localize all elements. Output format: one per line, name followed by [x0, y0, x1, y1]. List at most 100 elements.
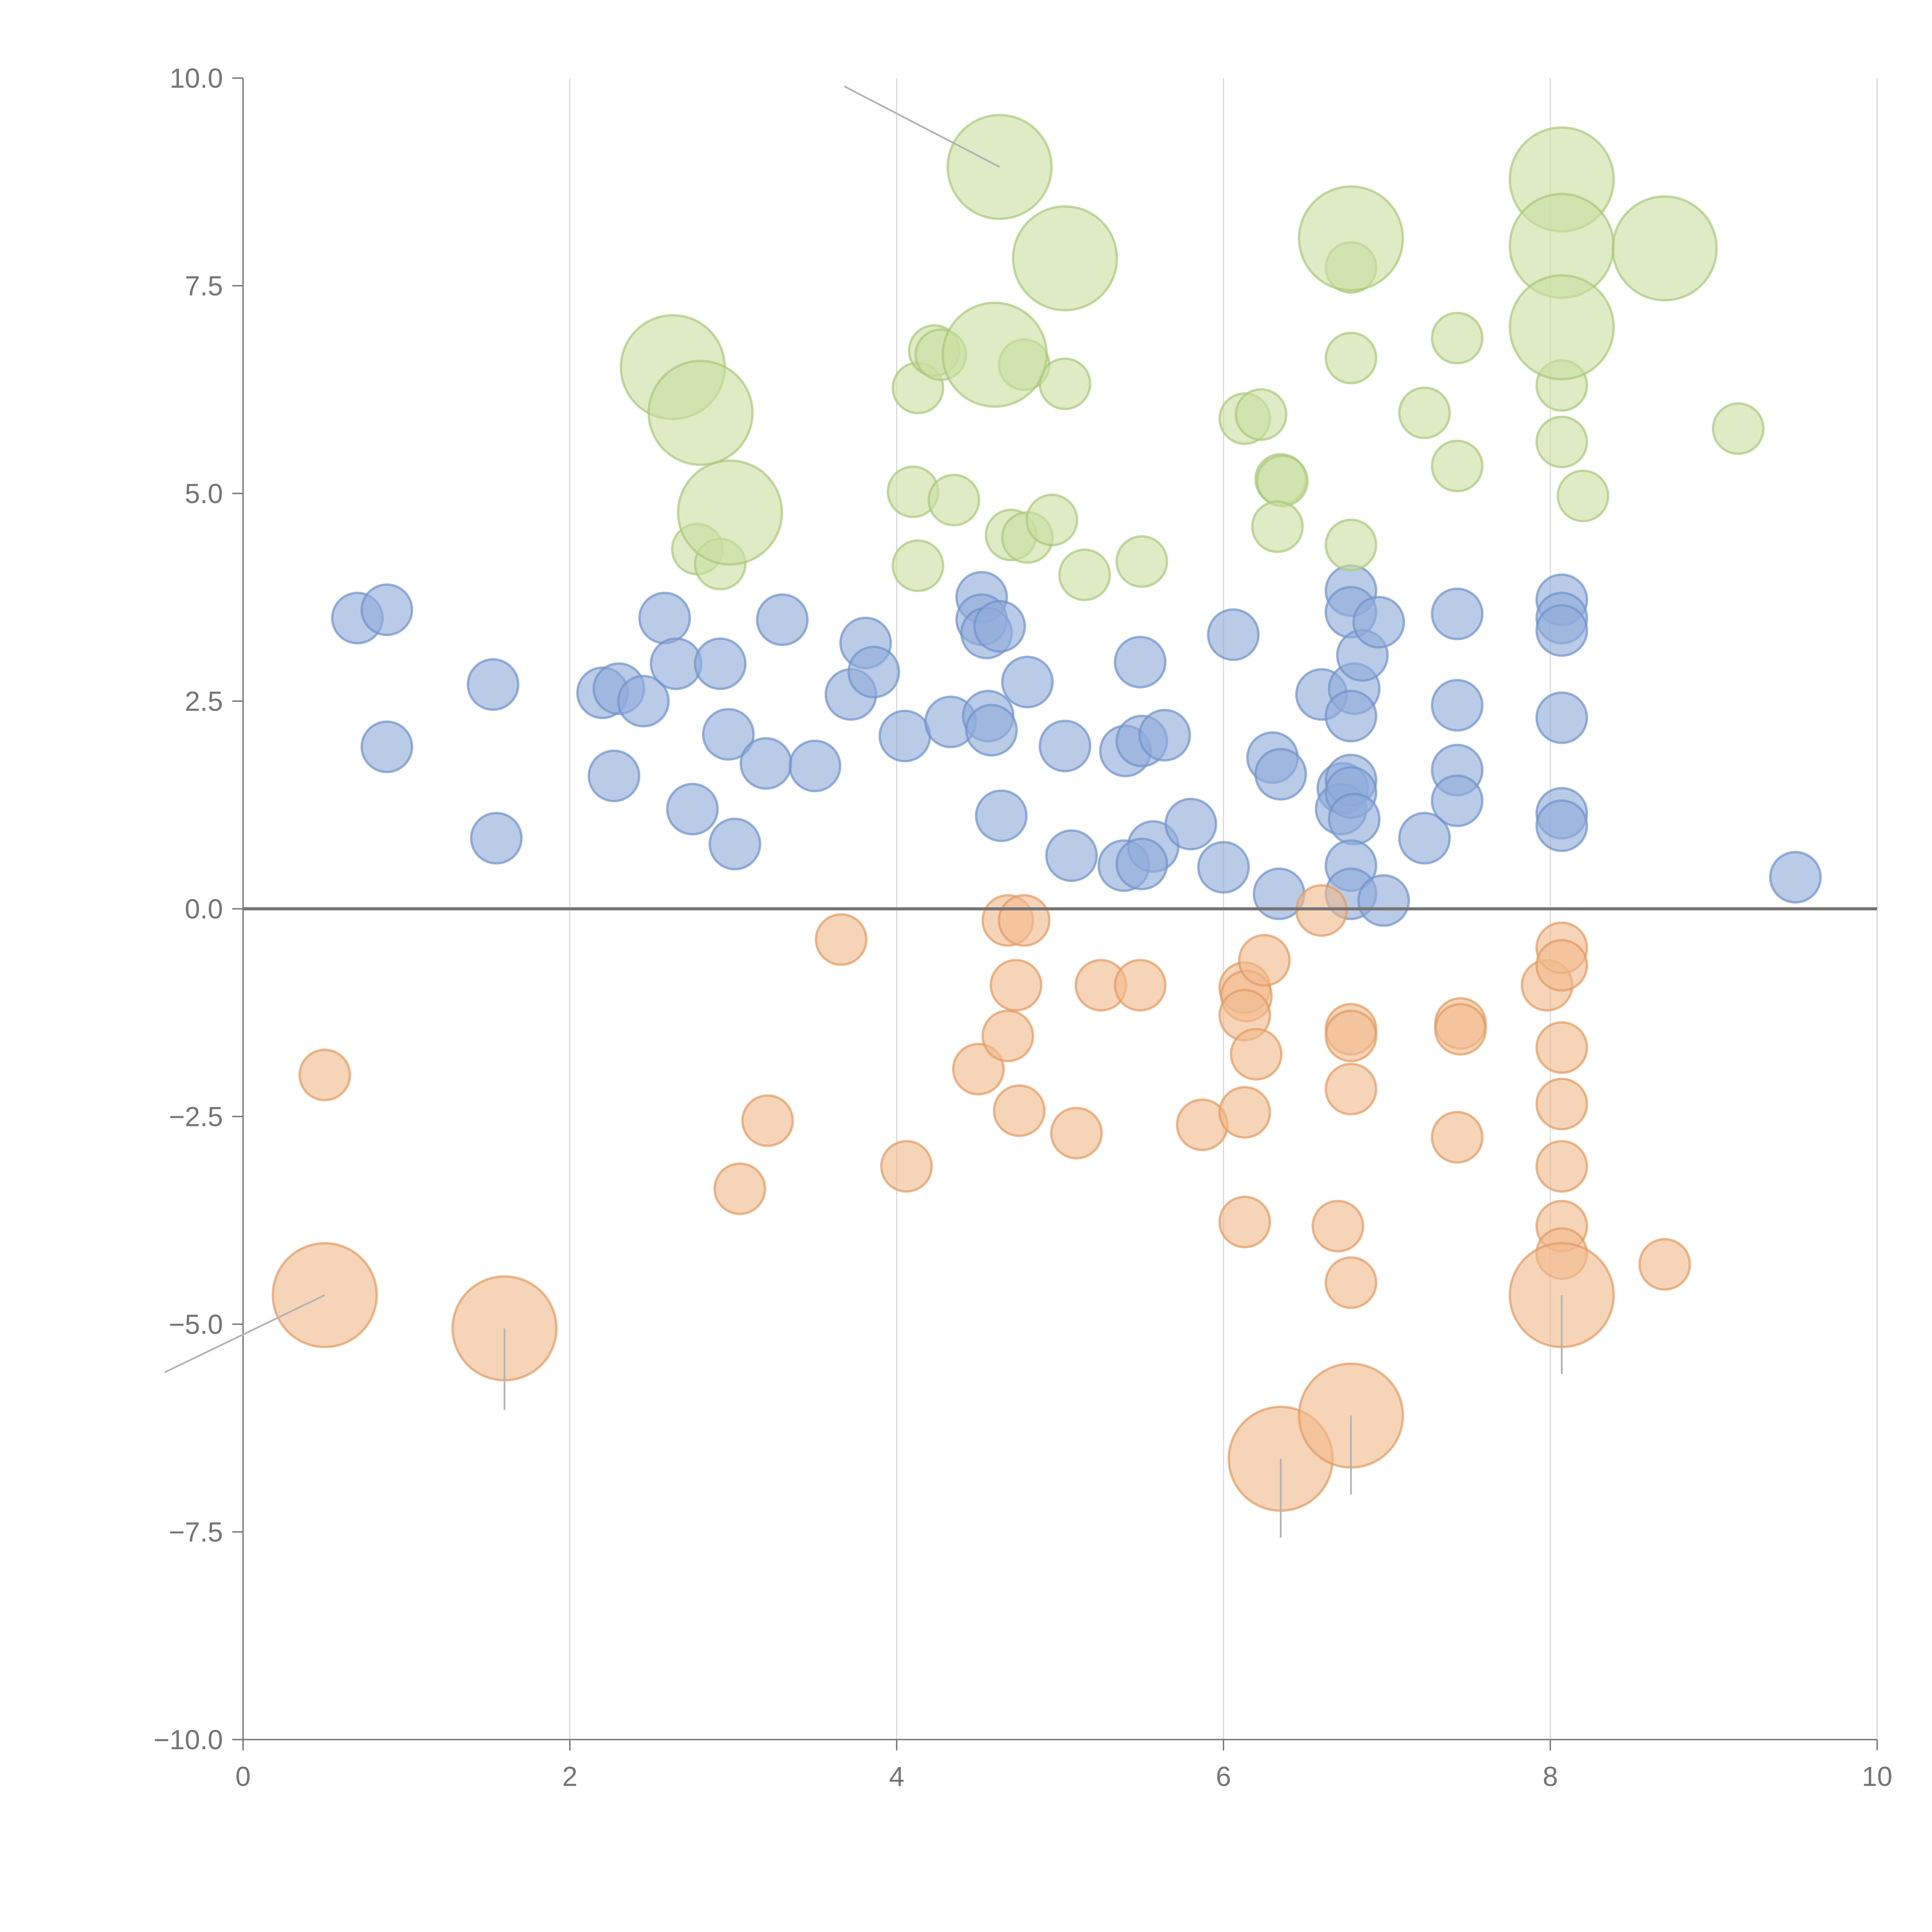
y-tick-label: 5.0 [185, 479, 223, 509]
green-bubble [1712, 402, 1765, 455]
blue-bubble [1138, 709, 1191, 762]
orange-bubble [1535, 1140, 1588, 1193]
blue-bubble [1254, 748, 1307, 801]
blue-bubble [1328, 793, 1381, 845]
blue-bubble [973, 600, 1026, 653]
green-bubble [1298, 185, 1404, 292]
blue-bubble [1325, 690, 1378, 743]
blue-bubble [1045, 829, 1098, 882]
y-tick-label: 0.0 [185, 894, 223, 925]
blue-bubble [975, 789, 1028, 842]
green-bubble [927, 474, 980, 527]
orange-bubble [1535, 1078, 1588, 1131]
orange-bubble [1050, 1107, 1103, 1160]
orange-bubble [998, 894, 1051, 947]
orange-bubble [981, 1009, 1034, 1063]
green-bubble [1535, 415, 1588, 468]
annotation-leader-line [844, 85, 1000, 168]
green-bubble [1235, 388, 1287, 441]
blue-bubble [1398, 812, 1451, 865]
orange-bubble [1311, 1200, 1364, 1253]
orange-bubble [1114, 959, 1167, 1012]
orange-bubble [1434, 1003, 1487, 1056]
orange-bubble [1325, 1256, 1378, 1309]
blue-bubble [878, 709, 931, 762]
y-tick-label: −2.5 [169, 1102, 223, 1133]
blue-bubble [666, 782, 719, 836]
x-tick-label: 8 [1543, 1762, 1558, 1792]
blue-bubble [1357, 874, 1410, 927]
annotation-layer [164, 85, 1563, 1538]
green-bubble [942, 301, 1048, 408]
x-tick-label: 6 [1216, 1762, 1231, 1792]
blue-bubble [1431, 679, 1484, 732]
blue-bubble [470, 812, 523, 865]
x-tick-label: 2 [562, 1762, 578, 1792]
orange-bubble [1238, 934, 1291, 987]
green-bubble [1039, 357, 1092, 410]
green-bubble [677, 459, 783, 566]
blue-bubble [587, 749, 641, 803]
blue-bubble [789, 740, 842, 793]
blue-bubble [756, 593, 809, 646]
green-bubble [1026, 493, 1078, 546]
blue-bubble [694, 637, 747, 690]
blue-bubble [702, 708, 755, 761]
green-bubble [891, 539, 944, 592]
orange-bubble [1218, 1196, 1271, 1248]
blue-bubble [361, 720, 413, 773]
blue-bubble [847, 646, 900, 699]
orange-bubble [713, 1162, 766, 1215]
green-bubble [1251, 500, 1304, 553]
blue-bubble [1352, 596, 1405, 649]
y-tick-label: −10.0 [153, 1725, 223, 1755]
blue-bubble [1164, 798, 1217, 850]
orange-bubble [880, 1140, 933, 1193]
blue-bubble [1207, 608, 1260, 661]
orange-bubble [1295, 884, 1348, 937]
green-bubble [1509, 274, 1615, 381]
y-tick-label: −5.0 [169, 1310, 223, 1340]
x-tick-label: 0 [235, 1762, 251, 1792]
blue-bubble [1431, 774, 1484, 827]
green-bubble [1256, 454, 1309, 507]
green-bubble [1431, 439, 1484, 493]
blue-bubble [1115, 837, 1168, 891]
orange-bubble [1230, 1028, 1283, 1081]
blue-bubble [708, 818, 762, 871]
orange-bubble [952, 1043, 1005, 1096]
x-tick-label: 10 [1862, 1762, 1893, 1792]
green-bubble [1115, 535, 1168, 588]
blue-bubble [1431, 587, 1484, 640]
orange-bubble [1218, 1086, 1271, 1139]
green-bubble [1556, 469, 1609, 522]
orange-bubble [1431, 1111, 1484, 1164]
orange-bubble [1638, 1238, 1691, 1291]
blue-bubble [361, 583, 413, 636]
y-tick-label: 10.0 [170, 63, 223, 94]
annotation-leader-line [164, 1294, 325, 1373]
blue-bubble [740, 737, 793, 790]
blue-bubble [1001, 655, 1054, 709]
blue-bubble [1197, 841, 1250, 894]
blue-bubble [466, 658, 520, 711]
orange-bubble [298, 1048, 351, 1102]
orange-bubble [1325, 1063, 1378, 1116]
y-tick-label: 2.5 [185, 687, 223, 717]
orange-bubble [815, 913, 867, 966]
green-bubble [1398, 386, 1451, 439]
x-tick-label: 4 [889, 1762, 905, 1792]
green-bubble [1058, 548, 1111, 601]
y-tick-label: 7.5 [185, 271, 223, 302]
y-tick-label: −7.5 [169, 1517, 223, 1548]
blue-bubble [617, 675, 670, 728]
green-bubble [647, 360, 754, 466]
point-layer [243, 114, 1877, 1512]
blue-bubble [1535, 604, 1588, 657]
green-bubble [1012, 205, 1118, 311]
orange-bubble [1325, 1009, 1378, 1063]
blue-bubble [1769, 851, 1822, 904]
green-bubble [1325, 519, 1378, 571]
orange-bubble [990, 959, 1043, 1012]
orange-bubble [1535, 939, 1588, 992]
